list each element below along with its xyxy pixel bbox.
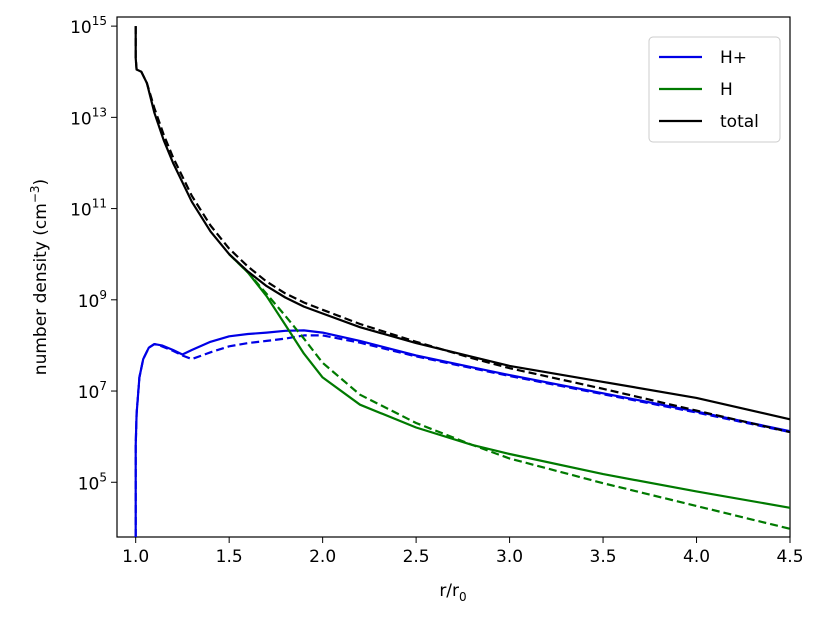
y-tick-label: 107 [78, 379, 107, 403]
series-line-total-dashed [134, 26, 791, 434]
y-axis-label-sup: −3 [28, 185, 42, 203]
y-axis-label-main: number density (cm [31, 203, 51, 375]
x-tick-label: 4.0 [683, 547, 710, 567]
x-axis-label-main: r/r [439, 581, 459, 601]
y-tick-label: 105 [78, 470, 107, 494]
series-layer [134, 26, 791, 537]
axis-ticks: 1.0 1.5 2.0 2.5 3.0 3.5 4.0 4.5 105 107 109 1011 101… [70, 14, 803, 567]
x-tick-label: 1.5 [216, 547, 243, 567]
x-axis-label-sub: 0 [459, 590, 467, 604]
legend-label-h-plus: H+ [720, 48, 747, 68]
y-tick-label: 1013 [70, 105, 107, 129]
plot-frame [116, 16, 791, 538]
series-line-total-solid [134, 26, 791, 421]
x-tick-label: 3.5 [590, 547, 617, 567]
y-axis-label-end: ) [31, 179, 51, 186]
x-tick-label: 2.0 [309, 547, 336, 567]
legend-label-total: total [720, 112, 759, 132]
x-tick-label: 4.5 [776, 547, 803, 567]
legend: H+ H total [648, 36, 781, 143]
y-tick-label: 1011 [70, 197, 107, 221]
x-tick-label: 1.0 [122, 547, 149, 567]
x-tick-label: 3.0 [496, 547, 523, 567]
legend-box [648, 36, 781, 143]
series-line-h-plus-dashed [134, 334, 791, 537]
x-axis-label: r/r0 [439, 581, 466, 604]
series-line-h-solid [228, 253, 791, 509]
x-tick-label: 2.5 [403, 547, 430, 567]
y-axis-label: number density (cm−3) [28, 179, 51, 375]
series-line-h-dashed [228, 253, 791, 530]
series-line-h-plus-solid [134, 329, 791, 537]
y-tick-label: 1015 [70, 14, 107, 38]
legend-label-h: H [720, 80, 733, 100]
y-tick-label: 109 [78, 288, 107, 312]
